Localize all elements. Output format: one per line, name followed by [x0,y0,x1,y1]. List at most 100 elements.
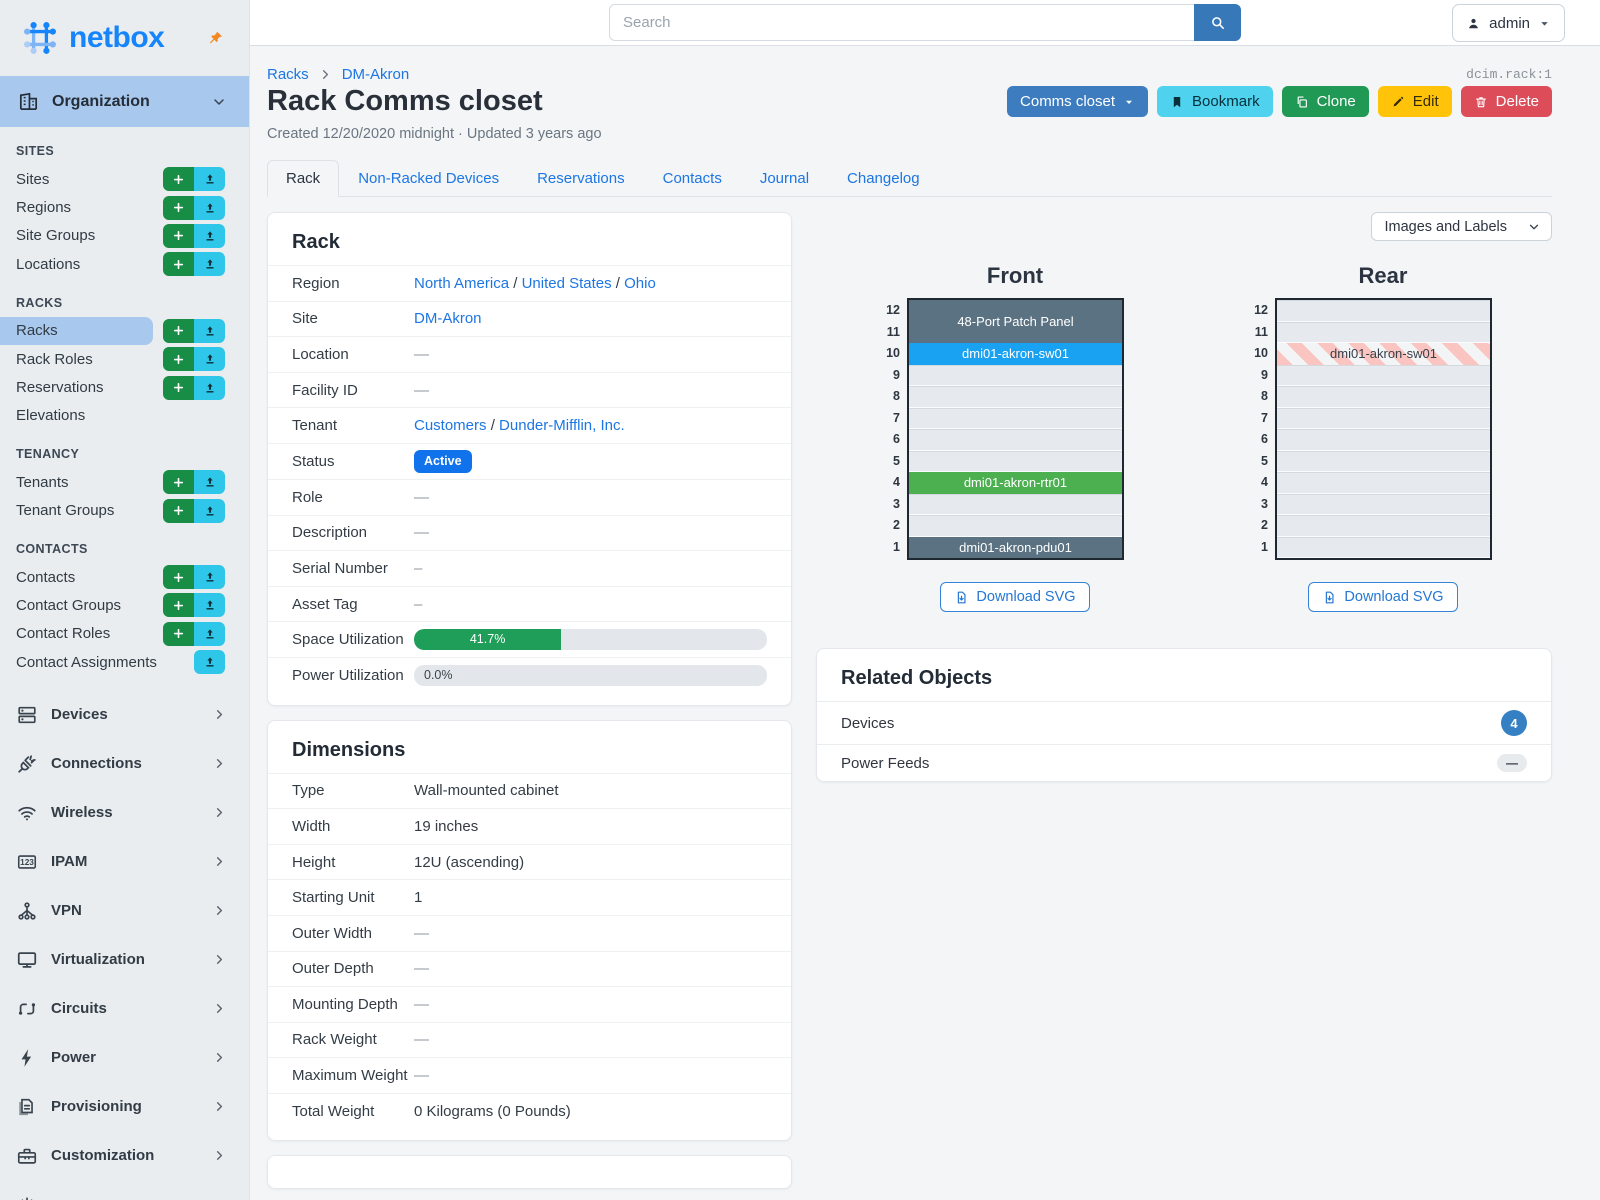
rack-unit-slot[interactable] [1277,536,1490,558]
reservations-import-button[interactable] [194,375,225,400]
rack-unit-slot[interactable] [1277,515,1490,537]
sidebar-item-contact-groups[interactable]: Contact Groups [16,596,122,614]
contact-assignments-import-button[interactable] [194,650,225,675]
bookmark-button[interactable]: Bookmark [1157,86,1273,117]
link-dm-akron[interactable]: DM-Akron [414,310,482,328]
tab-rack[interactable]: Rack [267,160,340,197]
sidebar-item-contact-roles[interactable]: Contact Roles [16,625,111,643]
edit-button[interactable]: Edit [1377,86,1452,117]
delete-button[interactable]: Delete [1460,86,1552,117]
site-groups-import-button[interactable] [194,223,225,248]
rack-unit-slot[interactable] [1277,493,1490,515]
sidebar-item-elevations[interactable]: Elevations [16,407,86,425]
sidebar-module-power[interactable]: Power [0,1033,249,1082]
tenants-add-button[interactable] [163,470,194,495]
reservations-add-button[interactable] [163,375,194,400]
download-svg-button-rear[interactable]: Download SVG [1308,582,1458,612]
link-north-america[interactable]: North America [414,274,510,292]
link-dunder-mifflin-inc[interactable]: Dunder-Mifflin, Inc. [499,417,625,435]
site-groups-add-button[interactable] [163,223,194,248]
rack-device-dmi01-akron-sw01[interactable]: dmi01-akron-sw01 [1277,343,1490,365]
rack-unit-slot[interactable] [1277,300,1490,322]
sites-add-button[interactable] [163,167,194,192]
related-power-feeds[interactable]: Power Feeds — [817,744,1551,781]
pin-icon[interactable] [207,29,225,47]
rack-unit-slot[interactable] [909,493,1122,515]
rack-unit-slot[interactable] [909,364,1122,386]
sidebar-item-contacts[interactable]: Contacts [16,568,76,586]
contacts-add-button[interactable] [163,565,194,590]
rack-device-dmi01-akron-rtr01[interactable]: dmi01-akron-rtr01 [909,472,1122,494]
rack-unit-slot[interactable] [1277,429,1490,451]
rack-unit-slot[interactable] [1277,386,1490,408]
tenant-groups-add-button[interactable] [163,498,194,523]
contact-groups-add-button[interactable] [163,593,194,618]
sidebar-item-sites[interactable]: Sites [16,170,50,188]
sidebar-group-organization[interactable]: Organization [0,76,249,127]
sidebar-module-devices[interactable]: Devices [0,690,249,739]
comms-closet-button[interactable]: Comms closet [1007,86,1149,117]
sidebar-item-locations[interactable]: Locations [16,255,81,273]
sidebar-module-connections[interactable]: Connections [0,739,249,788]
tab-non-racked-devices[interactable]: Non-Racked Devices [358,170,500,187]
racks-add-button[interactable] [163,318,194,343]
sidebar-item-reservations[interactable]: Reservations [16,379,104,397]
contact-roles-import-button[interactable] [194,621,225,646]
rack-roles-add-button[interactable] [163,347,194,372]
sidebar-item-tenants[interactable]: Tenants [16,473,69,491]
locations-import-button[interactable] [194,252,225,277]
tenant-groups-import-button[interactable] [194,498,225,523]
sites-import-button[interactable] [194,167,225,192]
breadcrumb-dm-akron[interactable]: DM-Akron [341,66,410,83]
clone-button[interactable]: Clone [1281,86,1369,117]
rack-unit-slot[interactable] [1277,364,1490,386]
racks-import-button[interactable] [194,318,225,343]
rack-device-dmi01-akron-pdu01[interactable]: dmi01-akron-pdu01 [909,536,1122,558]
sidebar-module-provisioning[interactable]: Provisioning [0,1082,249,1131]
sidebar-item-rack-roles[interactable]: Rack Roles [16,350,93,368]
link-customers[interactable]: Customers [414,417,487,435]
sidebar-item-contact-assignments[interactable]: Contact Assignments [16,653,157,671]
tab-contacts[interactable]: Contacts [662,170,722,187]
breadcrumb-racks[interactable]: Racks [267,66,309,83]
rack-roles-import-button[interactable] [194,347,225,372]
sidebar-module-partial[interactable] [0,1180,249,1200]
rack-unit-slot[interactable] [1277,407,1490,429]
rack-device-48-port-patch-panel[interactable]: 48-Port Patch Panel [909,300,1122,343]
sidebar-module-wireless[interactable]: Wireless [0,788,249,837]
rack-unit-slot[interactable] [1277,472,1490,494]
rack-unit-slot[interactable] [909,386,1122,408]
locations-add-button[interactable] [163,252,194,277]
sidebar-module-customization[interactable]: Customization [0,1131,249,1180]
rack-unit-slot[interactable] [1277,450,1490,472]
contact-groups-import-button[interactable] [194,593,225,618]
sidebar-item-racks[interactable]: Racks [0,316,153,345]
rack-device-dmi01-akron-sw01[interactable]: dmi01-akron-sw01 [909,343,1122,365]
user-menu-button[interactable]: admin [1452,4,1565,42]
elevation-view-select[interactable]: Images and Labels [1371,212,1552,241]
sidebar-module-vpn[interactable]: VPN [0,886,249,935]
link-united-states[interactable]: United States [521,274,612,292]
rack-unit-slot[interactable] [909,429,1122,451]
rack-unit-slot[interactable] [1277,321,1490,343]
sidebar-module-ipam[interactable]: 123 IPAM [0,837,249,886]
netbox-logo[interactable]: netbox [18,16,165,60]
search-input[interactable] [609,4,1194,41]
sidebar-item-site-groups[interactable]: Site Groups [16,227,96,245]
tab-reservations[interactable]: Reservations [537,170,625,187]
sidebar-module-circuits[interactable]: Circuits [0,984,249,1033]
tab-changelog[interactable]: Changelog [847,170,920,187]
rack-unit-slot[interactable] [909,407,1122,429]
contact-roles-add-button[interactable] [163,621,194,646]
link-ohio[interactable]: Ohio [624,274,656,292]
contacts-import-button[interactable] [194,565,225,590]
tab-journal[interactable]: Journal [759,170,810,187]
sidebar-item-regions[interactable]: Regions [16,199,72,217]
regions-import-button[interactable] [194,195,225,220]
regions-add-button[interactable] [163,195,194,220]
sidebar-item-tenant-groups[interactable]: Tenant Groups [16,502,115,520]
search-button[interactable] [1194,4,1241,41]
related-devices[interactable]: Devices 4 [817,701,1551,744]
download-svg-button-front[interactable]: Download SVG [940,582,1090,612]
tenants-import-button[interactable] [194,470,225,495]
